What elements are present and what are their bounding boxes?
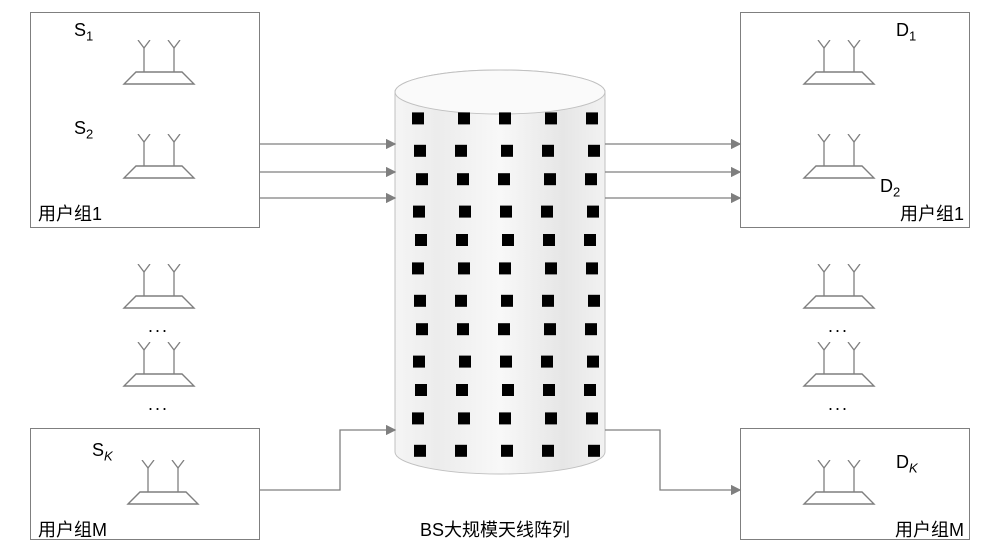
right-ue-dk xyxy=(800,460,878,506)
left-groupm-label: 用户组M xyxy=(38,516,107,542)
label-s1: S1 xyxy=(74,20,93,44)
left-ue-s2 xyxy=(120,134,198,180)
label-d1: D1 xyxy=(896,20,916,44)
left-ellipsis-b: ... xyxy=(148,394,169,415)
left-group1-label: 用户组1 xyxy=(38,200,102,226)
label-s2: S2 xyxy=(74,118,93,142)
right-ue-d1 xyxy=(800,40,878,86)
label-sk: SK xyxy=(92,440,113,464)
left-ue-sk xyxy=(124,460,202,506)
right-ue-mid-b xyxy=(800,342,878,388)
left-ue-mid-b xyxy=(120,342,198,388)
label-d2: D2 xyxy=(880,176,900,200)
right-groupm-label: 用户组M xyxy=(895,516,964,542)
left-ue-mid-a xyxy=(120,264,198,310)
right-ellipsis-a: ... xyxy=(828,316,849,337)
stage: BS大规模天线阵列 xyxy=(0,0,1000,557)
right-ellipsis-b: ... xyxy=(828,394,849,415)
left-ellipsis-a: ... xyxy=(148,316,169,337)
right-ue-d2 xyxy=(800,134,878,180)
left-ue-s1 xyxy=(120,40,198,86)
bs-label: BS大规模天线阵列 xyxy=(420,516,570,542)
right-ue-mid-a xyxy=(800,264,878,310)
right-group1-label: 用户组1 xyxy=(900,200,964,226)
label-dk: DK xyxy=(896,452,918,476)
